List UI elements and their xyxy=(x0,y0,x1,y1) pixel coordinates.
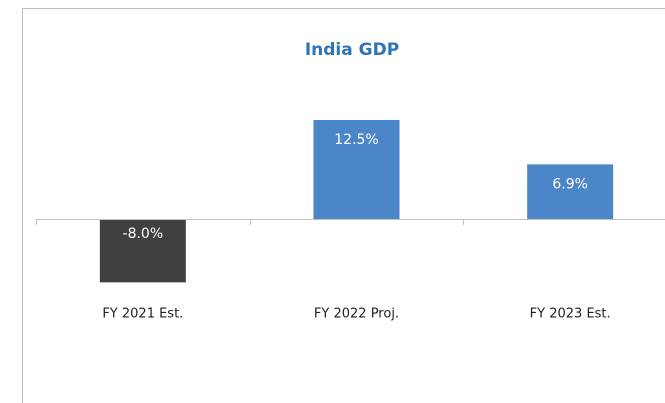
chart-title: India GDP xyxy=(305,40,399,60)
x-tick-label: FY 2023 Est. xyxy=(530,307,611,322)
data-label: -8.0% xyxy=(123,226,164,242)
bar xyxy=(99,219,186,283)
bar xyxy=(527,164,614,219)
bar xyxy=(313,120,400,219)
x-tick-label: FY 2021 Est. xyxy=(102,307,183,322)
data-label: 12.5% xyxy=(334,132,378,148)
data-label: 6.9% xyxy=(552,176,588,192)
x-tick-label: FY 2022 Proj. xyxy=(314,307,399,322)
